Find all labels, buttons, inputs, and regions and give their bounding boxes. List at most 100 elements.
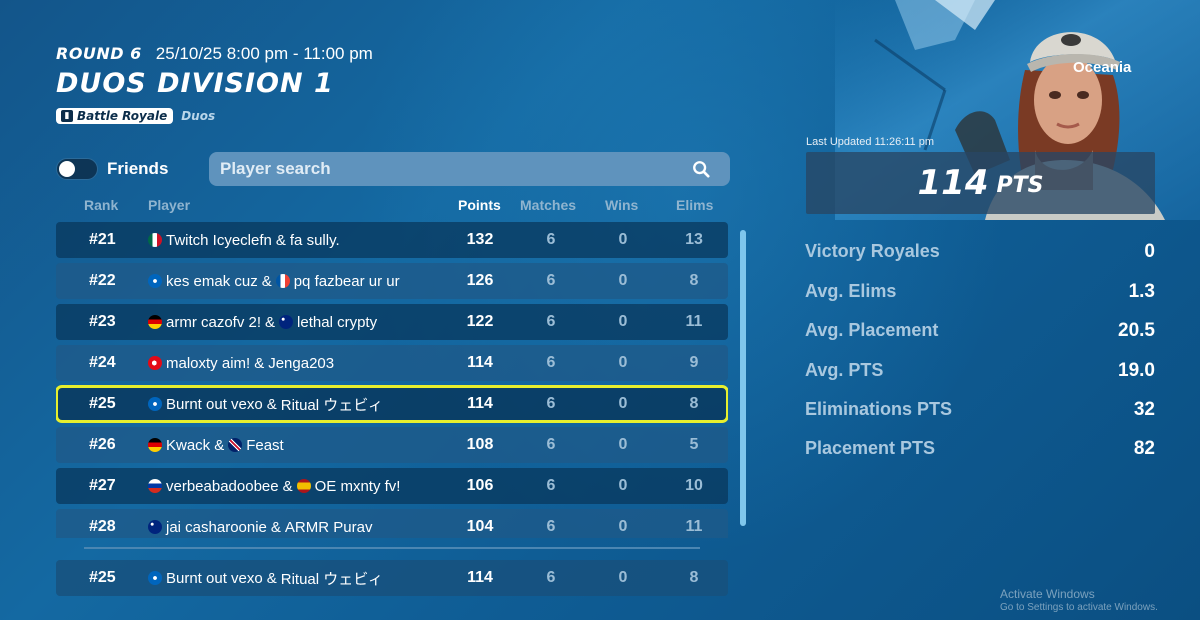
division-title: DUOS DIVISION 1 bbox=[56, 68, 334, 99]
elims-cell: 8 bbox=[689, 569, 699, 586]
player-two-name: Ritual ウェビィ bbox=[280, 570, 383, 588]
leaderboard-row[interactable]: #26 Kwack & Feast 108 6 0 5 bbox=[56, 427, 728, 463]
player-cell[interactable]: jai casharoonie & ARMR Purav bbox=[148, 519, 372, 536]
wins-cell: 0 bbox=[618, 313, 628, 330]
points-cell: 114 bbox=[467, 395, 493, 412]
stat-label-eliminations-pts: Eliminations PTS bbox=[805, 399, 953, 419]
round-time: 25/10/25 8:00 pm - 11:00 pm bbox=[155, 44, 373, 63]
player-separator: & bbox=[275, 231, 286, 249]
elims-cell: 10 bbox=[685, 477, 703, 494]
player-one-name: armr cazofv 2! bbox=[166, 313, 262, 331]
stat-label-placement-pts: Placement PTS bbox=[805, 438, 936, 458]
stat-value-eliminations-pts: 32 bbox=[1133, 399, 1155, 420]
search-icon[interactable] bbox=[692, 160, 710, 178]
scotland-flag-icon bbox=[148, 571, 162, 585]
leaderboard-row[interactable]: #24 maloxty aim! & Jenga203 114 6 0 9 bbox=[56, 345, 728, 381]
australia-flag-icon bbox=[279, 315, 294, 329]
player-one-name: Burnt out vexo bbox=[166, 569, 263, 587]
rank-cell: #23 bbox=[89, 313, 116, 330]
player-search-input[interactable] bbox=[220, 159, 670, 179]
player-separator: & bbox=[261, 272, 272, 290]
player-one-name: Kwack bbox=[166, 436, 211, 454]
column-header-elims[interactable]: Elims bbox=[676, 197, 714, 213]
activate-windows-title: Activate Windows bbox=[1000, 587, 1095, 601]
points-cell: 122 bbox=[466, 313, 494, 330]
player-cell[interactable]: Burnt out vexo & Ritual ウェビィ bbox=[148, 394, 383, 415]
pinned-player-row[interactable]: #25 Burnt out vexo & Ritual ウェビィ 114 6 0… bbox=[56, 560, 728, 596]
scotland-flag-icon bbox=[148, 397, 162, 411]
wins-cell: 0 bbox=[618, 477, 628, 494]
mexico-flag-icon bbox=[148, 233, 162, 247]
rank-cell: #28 bbox=[89, 518, 116, 535]
leaderboard-row[interactable]: #28 jai casharoonie & ARMR Purav 104 6 0 11 bbox=[56, 509, 728, 538]
column-header-rank: Rank bbox=[84, 197, 119, 213]
mode-badge: ▮ Battle Royale bbox=[56, 108, 174, 124]
total-points-value: 114 bbox=[917, 163, 989, 203]
column-header-wins[interactable]: Wins bbox=[605, 197, 639, 213]
matches-cell: 6 bbox=[546, 313, 556, 330]
elims-cell: 9 bbox=[689, 354, 699, 371]
stat-label-avg-placement: Avg. Placement bbox=[805, 320, 939, 340]
leaderboard-row[interactable]: #21 Twitch Icyeclefn & fa sully. 132 6 0 13 bbox=[56, 222, 728, 258]
player-two-name: Feast bbox=[246, 436, 284, 454]
points-cell: 114 bbox=[467, 569, 493, 586]
wins-cell: 0 bbox=[618, 569, 628, 586]
scotland-flag-icon bbox=[148, 274, 162, 288]
player-one-name: Twitch Icyeclefn bbox=[166, 231, 272, 249]
battle-royale-icon: ▮ bbox=[61, 110, 73, 122]
column-header-matches[interactable]: Matches bbox=[520, 197, 577, 213]
leaderboard-row[interactable]: #22 kes emak cuz & pq fazbear ur ur 126 6 0 8 bbox=[56, 263, 728, 299]
france-flag-icon bbox=[275, 274, 290, 288]
player-cell[interactable]: Twitch Icyeclefn & fa sully. bbox=[148, 232, 340, 249]
rank-cell: #21 bbox=[89, 231, 116, 248]
mode-badge-label: Battle Royale bbox=[77, 109, 168, 123]
elims-cell: 11 bbox=[685, 313, 703, 330]
player-cell[interactable]: armr cazofv 2! & lethal crypty bbox=[148, 314, 377, 331]
leaderboard-row-current-player[interactable]: #25 Burnt out vexo & Ritual ウェビィ 114 6 0 8 bbox=[56, 385, 728, 423]
matches-cell: 6 bbox=[546, 272, 556, 289]
leaderboard-list[interactable]: #21 Twitch Icyeclefn & fa sully. 132 6 0 13 #22 k… bbox=[56, 222, 728, 538]
player-cell[interactable]: maloxty aim! & Jenga203 bbox=[148, 355, 334, 372]
wins-cell: 0 bbox=[618, 272, 628, 289]
mode-row: ▮ Battle Royale Duos bbox=[56, 108, 215, 124]
stat-value-avg-pts: 19.0 bbox=[1118, 360, 1155, 381]
player-one-name: kes emak cuz bbox=[166, 272, 258, 290]
wins-cell: 0 bbox=[618, 231, 628, 248]
player-cell[interactable]: kes emak cuz & pq fazbear ur ur bbox=[148, 273, 400, 290]
round-label: ROUND 6 bbox=[56, 44, 142, 63]
matches-cell: 6 bbox=[546, 354, 556, 371]
friends-label: Friends bbox=[107, 159, 169, 178]
player-cell[interactable]: Kwack & Feast bbox=[148, 437, 284, 454]
last-updated: Last Updated 11:26:11 pm bbox=[806, 136, 935, 148]
player-one-name: Burnt out vexo bbox=[166, 395, 263, 413]
player-cell[interactable]: verbeabadoobee & OE mxnty fv! bbox=[148, 478, 400, 495]
elims-cell: 11 bbox=[685, 518, 703, 535]
stat-value-avg-elims: 1.3 bbox=[1128, 281, 1155, 302]
round-info: ROUND 6 25/10/25 8:00 pm - 11:00 pm bbox=[56, 44, 373, 64]
stat-label-victory-royales: Victory Royales bbox=[805, 241, 940, 261]
points-cell: 106 bbox=[466, 477, 494, 494]
matches-cell: 6 bbox=[546, 395, 556, 412]
player-two-name: fa sully. bbox=[289, 231, 340, 249]
column-header-points[interactable]: Points bbox=[458, 197, 501, 213]
player-two-name: lethal crypty bbox=[297, 313, 378, 331]
player-one-name: maloxty aim! bbox=[166, 354, 251, 372]
germany-flag-icon bbox=[148, 315, 162, 329]
player-search-box[interactable] bbox=[209, 152, 730, 186]
points-cell: 104 bbox=[466, 518, 494, 535]
column-header-player: Player bbox=[148, 197, 191, 213]
player-separator: & bbox=[214, 436, 225, 454]
leaderboard-row[interactable]: #27 verbeabadoobee & OE mxnty fv! 106 6 0 10 bbox=[56, 468, 728, 504]
player-separator: & bbox=[265, 313, 276, 331]
player-cell[interactable]: Burnt out vexo & Ritual ウェビィ bbox=[148, 568, 383, 589]
matches-cell: 6 bbox=[546, 231, 556, 248]
turkey-flag-icon bbox=[148, 356, 162, 370]
leaderboard-row[interactable]: #23 armr cazofv 2! & lethal crypty 122 6 0 11 bbox=[56, 304, 728, 340]
player-two-name: Jenga203 bbox=[268, 354, 335, 372]
player-one-name: verbeabadoobee bbox=[166, 477, 279, 495]
elims-cell: 8 bbox=[689, 395, 699, 412]
friends-toggle[interactable] bbox=[56, 158, 98, 180]
scrollbar-thumb[interactable] bbox=[740, 230, 746, 526]
russia-flag-icon bbox=[148, 479, 162, 493]
total-points-box: 114 PTS bbox=[806, 152, 1155, 214]
